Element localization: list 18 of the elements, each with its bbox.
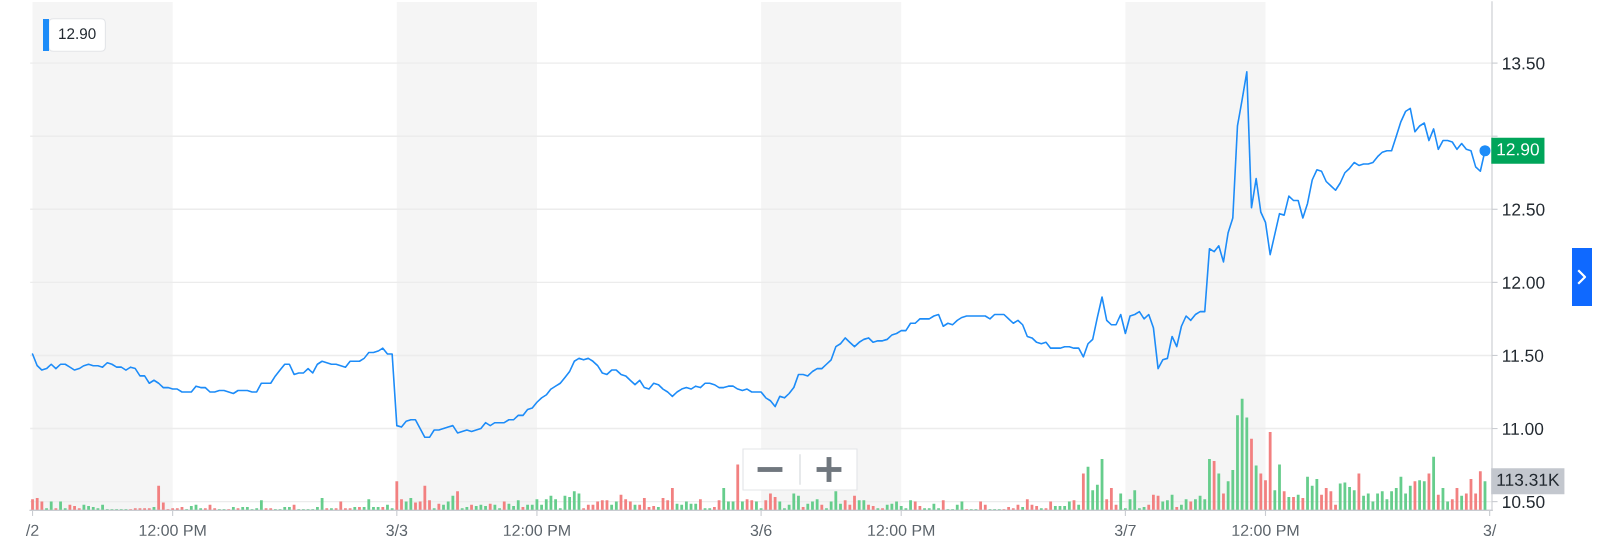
y-tick-label: 11.50 bbox=[1503, 349, 1544, 362]
x-tick-label: 12:00 PM bbox=[1232, 524, 1299, 537]
text: 113.31K bbox=[1497, 473, 1560, 486]
x-tick-label: /2 bbox=[25, 524, 39, 537]
x-tick-label: 12:00 PM bbox=[503, 524, 570, 537]
annotation: 12.90 bbox=[59, 28, 96, 40]
x-tick-label: 3/7 bbox=[1114, 524, 1136, 537]
y-tick-label: 10.50 bbox=[1503, 495, 1545, 509]
x-tick-label: 12:00 PM bbox=[868, 524, 935, 537]
text: 12.90 bbox=[1497, 143, 1539, 156]
y-tick-label: 12.50 bbox=[1503, 203, 1545, 216]
x-tick-label: 3/ bbox=[1483, 524, 1497, 537]
y-tick-label: 13.50 bbox=[1503, 57, 1545, 70]
y-tick-label: 11.00 bbox=[1503, 422, 1544, 435]
x-tick-label: 3/6 bbox=[750, 524, 772, 537]
x-tick-label: 12:00 PM bbox=[139, 524, 206, 537]
y-tick-label: 12.00 bbox=[1503, 276, 1545, 289]
x-tick-label: 3/3 bbox=[386, 524, 408, 537]
